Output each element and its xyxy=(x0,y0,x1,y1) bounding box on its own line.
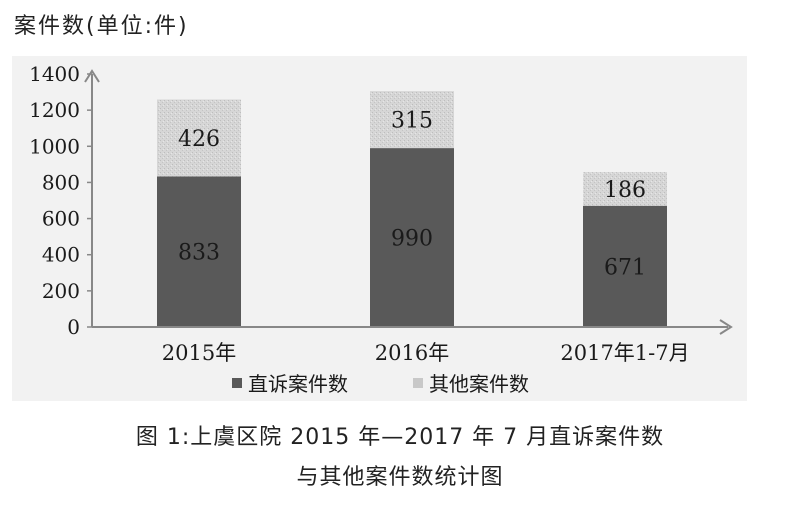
legend-label: 其他案件数 xyxy=(429,372,529,396)
bar-segment xyxy=(370,148,454,327)
x-tick-label: 2016年 xyxy=(375,341,449,365)
legend-label: 直诉案件数 xyxy=(248,372,348,396)
bar-segment xyxy=(583,172,667,206)
y-tick-label: 600 xyxy=(42,207,80,231)
y-tick-label: 400 xyxy=(42,243,80,267)
bar-segment xyxy=(157,176,241,327)
bar-value-label: 990 xyxy=(391,227,433,252)
legend: 直诉案件数 其他案件数 xyxy=(232,372,529,396)
bar-value-label: 315 xyxy=(391,109,433,134)
legend-swatch xyxy=(232,378,242,388)
figure-caption: 图 1:上虞区院 2015 年—2017 年 7 月直诉案件数 与其他案件数统计… xyxy=(0,418,800,498)
y-axis-unit-label: 案件数(单位:件) xyxy=(14,14,189,39)
bar-segment xyxy=(157,99,241,177)
x-tick-label: 2017年1-7月 xyxy=(560,341,689,365)
caption-line-2: 与其他案件数统计图 xyxy=(296,465,504,490)
x-axis-arrow xyxy=(719,319,733,335)
bar-segment xyxy=(583,205,667,327)
y-tick-label: 1000 xyxy=(29,134,80,158)
y-tick-label: 1400 xyxy=(29,62,80,86)
y-tick-label: 200 xyxy=(42,279,80,303)
bar-segment xyxy=(370,91,454,149)
bar-value-label: 186 xyxy=(604,178,646,203)
caption-line-1: 图 1:上虞区院 2015 年—2017 年 7 月直诉案件数 xyxy=(135,425,665,450)
stacked-bar-chart: 0 200 400 600 800 1000 1200 1400 833 426 990 315 67… xyxy=(12,56,747,401)
y-tick-label: 800 xyxy=(42,170,80,194)
y-axis-arrow xyxy=(84,69,100,83)
bar-value-label: 833 xyxy=(178,241,220,266)
bar-value-label: 426 xyxy=(178,127,220,152)
y-tick-label: 1200 xyxy=(29,98,80,122)
legend-swatch xyxy=(413,378,423,388)
bar-value-label: 671 xyxy=(604,255,646,280)
y-tick-label: 0 xyxy=(67,315,80,339)
x-tick-label: 2015年 xyxy=(162,341,236,365)
